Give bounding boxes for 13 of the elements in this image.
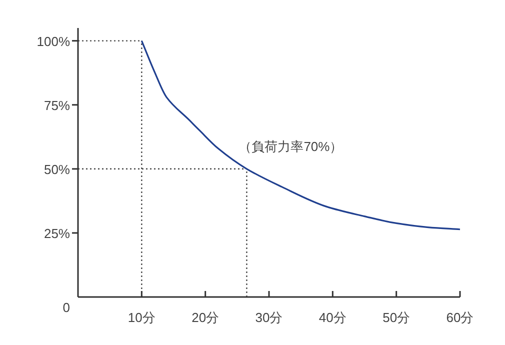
y-tick-label: 100% — [36, 34, 70, 49]
y-tick-label: 75% — [44, 98, 70, 113]
x-tick-label: 60分 — [446, 310, 474, 325]
line-series — [140, 40, 461, 230]
x-tick-label: 20分 — [192, 310, 220, 325]
x-tick-label: 10分 — [128, 310, 156, 325]
x-tick-label: 50分 — [382, 310, 410, 325]
y-tick-label: 50% — [44, 162, 70, 177]
y-tick-label: 25% — [44, 226, 70, 241]
y-tick-label: 0 — [62, 300, 70, 315]
x-tick-label: 30分 — [255, 310, 283, 325]
annotation: （負荷力率70%） — [238, 138, 343, 154]
x-tick-label: 40分 — [318, 310, 346, 325]
